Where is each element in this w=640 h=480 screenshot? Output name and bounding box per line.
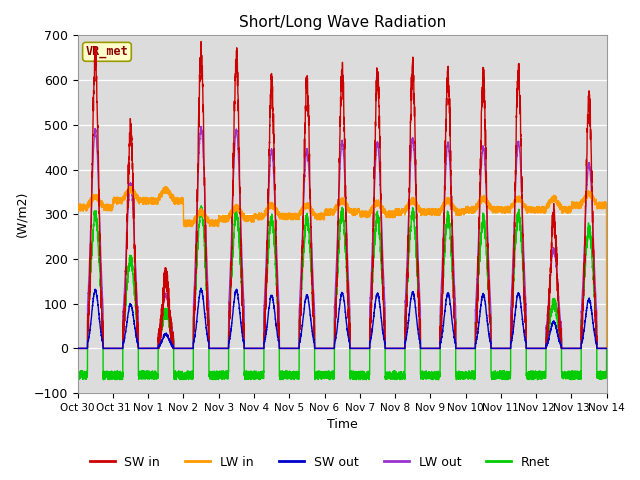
- X-axis label: Time: Time: [327, 419, 358, 432]
- Y-axis label: (W/m2): (W/m2): [15, 191, 28, 238]
- Legend: SW in, LW in, SW out, LW out, Rnet: SW in, LW in, SW out, LW out, Rnet: [84, 451, 556, 474]
- Text: VR_met: VR_met: [86, 45, 129, 59]
- Title: Short/Long Wave Radiation: Short/Long Wave Radiation: [239, 15, 446, 30]
